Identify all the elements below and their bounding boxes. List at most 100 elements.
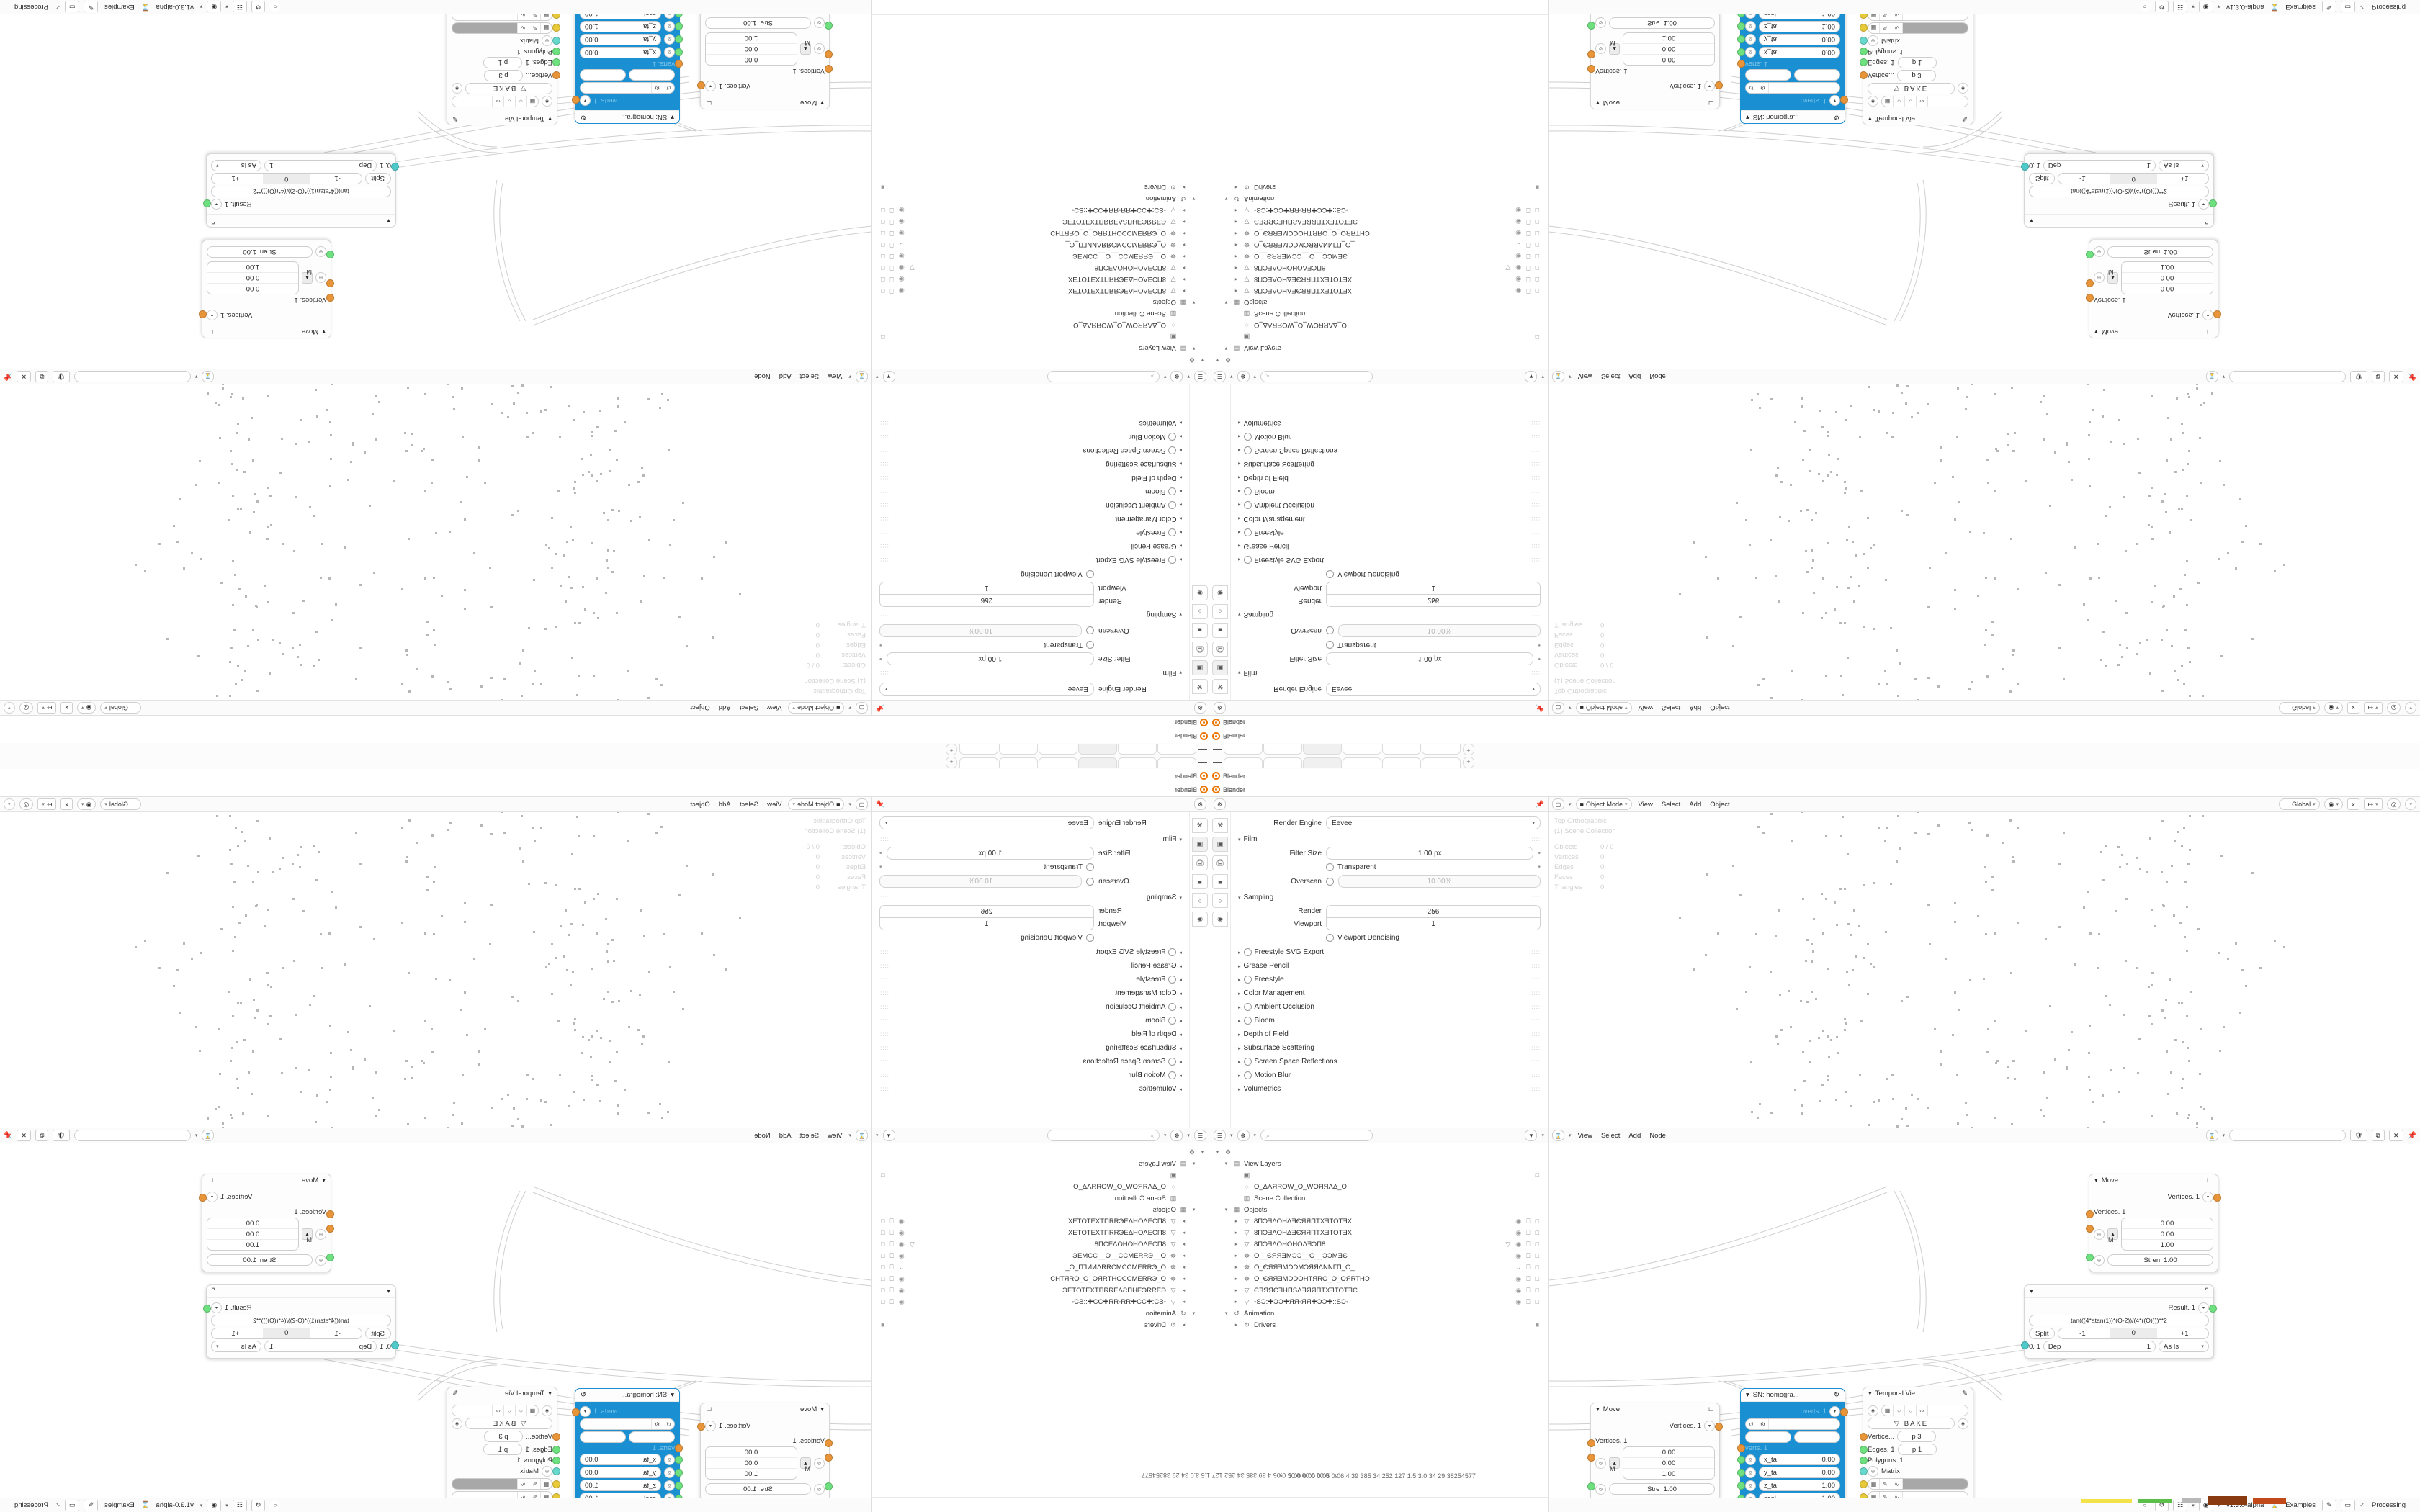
properties-tab-tool[interactable]: ⚒ — [1212, 679, 1228, 694]
pencil-icon[interactable]: ✎ — [452, 114, 458, 122]
node-expression-row[interactable]: tan(((4*atan(1))*(O-2))/(4*((O))))**2 — [211, 186, 391, 197]
split-plus1[interactable]: +1 — [2180, 174, 2189, 183]
drag-grip[interactable]: :::: — [879, 502, 889, 508]
input-socket[interactable] — [2086, 294, 2094, 302]
drag-grip[interactable]: :::: — [1531, 949, 1541, 955]
node-vector-row[interactable]: ◎ ▴ 0.00 0.00 1.00 M — [1587, 32, 1715, 66]
node-header[interactable]: ▾ Temporal Vie... ✎ — [447, 112, 557, 125]
pin-icon[interactable]: 📌 — [1535, 703, 1544, 712]
lifebuoy-icon[interactable]: ◉ — [452, 83, 462, 94]
vector-y[interactable]: 0.00 — [2122, 1229, 2213, 1240]
chevron-icon[interactable]: ⌄ — [898, 1263, 905, 1271]
vector-y[interactable]: 0.00 — [1623, 1458, 1714, 1469]
viewer-input-chip[interactable]: p 3 — [1896, 1431, 1936, 1442]
grid-icon[interactable]: ▦ — [1868, 14, 1880, 20]
node-input-row[interactable]: Vertices. 1 — [705, 65, 833, 75]
twisty-icon[interactable]: ▾ — [1216, 1150, 1219, 1155]
outliner-row[interactable]: ▸ ▽ 8ΠƆƎΛOHΔƎЄЯЯΠTXƎTOTƎX ◉ ⎕ □ — [877, 1227, 1206, 1238]
camera-icon[interactable]: □ — [1535, 230, 1539, 238]
browser-tab[interactable] — [1157, 757, 1196, 768]
viewer-color-row[interactable]: ▦ ✎ ∿ — [1860, 14, 1968, 21]
shield-icon[interactable]: 🛡 — [2350, 371, 2367, 382]
node-menu-node[interactable]: Node — [1649, 372, 1666, 381]
outliner-row-toggles[interactable]: ▽ ◉ ⎕ □ — [1505, 1241, 1543, 1248]
collapsed-section-5[interactable]: ▸ Bloom:::: — [1238, 485, 1541, 498]
section-checkbox[interactable] — [1243, 1058, 1252, 1066]
filter-size-row[interactable]: Filter Size 1.00 px • — [1235, 652, 1541, 665]
transparent-row[interactable]: Transparent • — [1235, 641, 1541, 649]
outliner-row[interactable]: ▸ ☸ O_ЄЯЯƎMƆƆOHTЯRO_O_OЯRTHƆ ◉ ⎕ □ — [1214, 1273, 1543, 1284]
vector-socket[interactable] — [2086, 279, 2094, 287]
param-field[interactable]: y_ta 0.00 — [1759, 1467, 1840, 1478]
outliner-row[interactable]: ▥ Scene Collection — [877, 308, 1206, 320]
collapsed-section-4[interactable]: ▸ Ambient Occlusion:::: — [1238, 1000, 1541, 1014]
proportional-edit-toggle[interactable]: ◎ — [19, 798, 34, 810]
window-entry[interactable]: Blender — [0, 769, 1210, 783]
properties-tab-view-layer[interactable]: ■ — [1192, 623, 1208, 638]
vector-y[interactable]: 0.00 — [706, 1458, 797, 1469]
vector-z[interactable]: 1.00 — [744, 1470, 758, 1478]
drag-grip[interactable]: :::: — [879, 447, 889, 454]
filter-funnel-icon[interactable]: ▼ — [882, 371, 895, 382]
twisty-icon[interactable]: ▾ — [1224, 196, 1228, 201]
properties-tab-render[interactable]: ▣ — [1192, 660, 1208, 675]
transform-orientation-selector[interactable]: ∟ Global ▾ — [100, 798, 141, 810]
drag-grip[interactable]: :::: — [1531, 461, 1541, 467]
node-output-row[interactable]: overts. 1 ▾ — [572, 95, 675, 106]
collapsed-section-1[interactable]: ▸ Grease Pencil:::: — [1238, 959, 1541, 973]
drag-grip[interactable]: :::: — [1531, 502, 1541, 508]
twisty-icon[interactable]: ▸ — [1182, 276, 1186, 282]
outliner-row[interactable]: ◌ O_ΔΛЯROW_O_WOЯЯΛΔ_O — [877, 320, 1206, 331]
node-buttons-row[interactable]: Reload Clear — [580, 1431, 675, 1443]
reload-button[interactable]: Reload — [629, 69, 675, 81]
param-socket[interactable] — [675, 35, 683, 44]
curve-icon[interactable]: ∿ — [517, 1479, 529, 1489]
drag-grip[interactable]: :::: — [1531, 1017, 1541, 1024]
outliner-row[interactable]: ▣ □ — [877, 1169, 1206, 1181]
outliner-row[interactable]: ▸ ▽ 8ΠƆƎΛOHOHOΛƎƆΠ8 ▽ ◉ ⎕ □ — [877, 262, 1206, 274]
render-engine-select[interactable]: Eevee ▾ — [879, 683, 1094, 696]
outliner-row[interactable]: ▾ ▤ View Layers — [877, 1158, 1206, 1169]
script-icon[interactable]: ✎ — [84, 1, 99, 13]
outliner-row-toggles[interactable]: ◉ ⎕ □ — [877, 207, 905, 215]
drag-grip[interactable]: :::: — [1531, 543, 1541, 549]
filter-funnel-icon[interactable]: ▼ — [882, 1130, 895, 1141]
strength-menu-icon[interactable]: ◎ — [814, 1483, 825, 1495]
viewer-bake-row[interactable]: ▽ BAKE ◉ — [452, 83, 552, 94]
chevron-down-icon[interactable]: ▾ — [1596, 99, 1600, 107]
brush-icon[interactable]: ✎ — [529, 1479, 540, 1489]
sampling-section-header[interactable]: ▾ Sampling :::: — [1238, 611, 1541, 618]
script-param-row[interactable]: ◎scal1.00 — [580, 14, 683, 19]
camera-icon[interactable]: □ — [881, 218, 885, 226]
render-samples-row[interactable]: Render 256 — [879, 905, 1185, 917]
eye-icon[interactable]: ◉ — [1515, 230, 1522, 238]
drag-grip[interactable]: :::: — [1531, 976, 1541, 983]
eye-icon[interactable]: ◉ — [1515, 218, 1522, 226]
browser-tab[interactable] — [1382, 757, 1421, 768]
strength-field[interactable]: Stren 1.00 — [2107, 1254, 2213, 1266]
render-engine-row[interactable]: Render Engine Eevee ▾ — [879, 816, 1185, 829]
twisty-icon[interactable]: ▸ — [1234, 1277, 1238, 1282]
screen-icon[interactable]: ⎕ — [1526, 264, 1531, 272]
node-script[interactable]: ▾ SN: homogra... ↻ overts. 1 ▾ ↺ ⚙ ↻ Updat... Re… — [1737, 14, 1848, 124]
screen-icon[interactable]: ⎕ — [889, 276, 894, 284]
camera-icon[interactable]: □ — [881, 287, 885, 295]
curve-icon[interactable]: ∿ — [517, 1492, 529, 1498]
eye-icon[interactable]: ◉ — [1515, 253, 1522, 261]
outliner-row[interactable]: ▸ ↻ Drivers ■ — [877, 181, 1206, 193]
proportional-edit-toggle[interactable]: ◎ — [2386, 798, 2401, 810]
circle-icon[interactable]: ○ — [515, 1405, 526, 1416]
browser-tab-strip[interactable]: + — [1210, 756, 2420, 770]
input-socket[interactable] — [1860, 71, 1868, 80]
script-param-row[interactable]: ◎ z_ta 1.00 — [1737, 1480, 1840, 1491]
node-move[interactable]: ▾ Move ∟ Vertices. 1 ▾ Vertices. 1 ◎ ▴ 0.00 0.00 1… — [1587, 14, 1723, 109]
editor-type-icon[interactable]: ⚙ — [1194, 798, 1206, 810]
strength-socket[interactable] — [1587, 1482, 1595, 1490]
collapsed-section-9[interactable]: ▸ Motion Blur:::: — [1238, 1068, 1541, 1082]
film-section-header[interactable]: ▾ Film :::: — [879, 669, 1182, 677]
vector-x[interactable]: 0.00 — [2122, 1218, 2213, 1229]
browser-tab-active[interactable] — [1078, 744, 1117, 755]
eye-icon[interactable]: ◉ — [898, 1286, 905, 1294]
node-header[interactable]: ▾ Temporal Vie... ✎ — [447, 1387, 557, 1400]
